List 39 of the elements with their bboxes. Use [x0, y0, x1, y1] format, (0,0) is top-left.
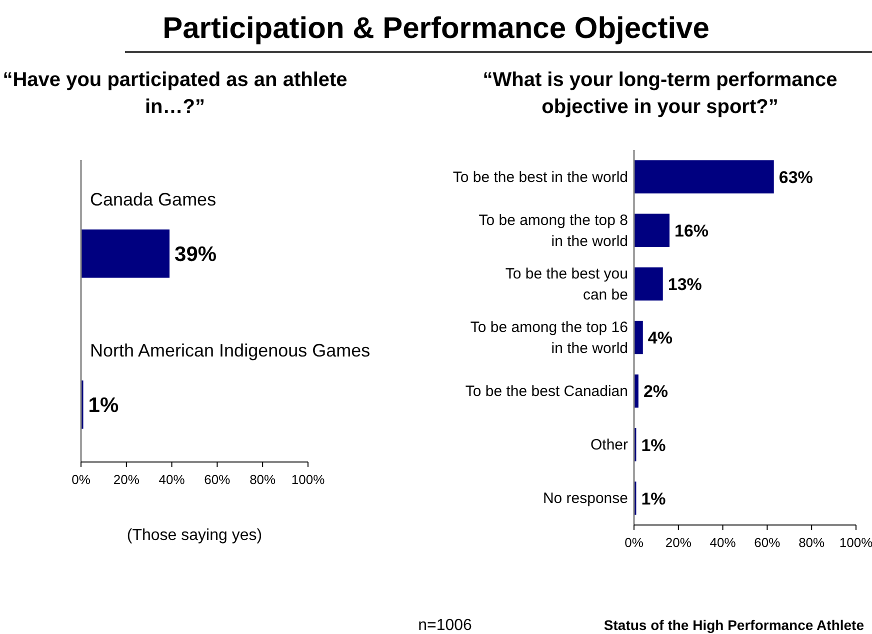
bar — [634, 267, 663, 301]
data-label: 1% — [641, 436, 666, 455]
data-label: 4% — [648, 328, 672, 348]
text: n=1006 — [418, 617, 472, 634]
x-tick-label: 0% — [72, 472, 91, 487]
x-tick-label: 80% — [798, 535, 826, 550]
x-tick-label: 100% — [291, 472, 326, 487]
x-tick-label: 80% — [250, 472, 276, 487]
y-tick-label: No response — [542, 490, 628, 508]
x-tick-label: 60% — [754, 535, 781, 550]
chart-title: “What is your long-term performance objective in your sport?” — [482, 69, 838, 118]
y-tick-label: North American Indigenous Games — [90, 340, 370, 360]
x-tick-label: 40% — [158, 472, 186, 487]
x-axis-title: (Those saying yes) — [126, 527, 262, 544]
x-tick-label: 0% — [624, 535, 644, 550]
data-label: 1% — [88, 394, 119, 418]
bar — [634, 160, 774, 194]
x-tick-label: 60% — [204, 472, 231, 487]
data-label: 2% — [643, 382, 668, 402]
data-label: 13% — [668, 275, 702, 294]
data-label: 39% — [174, 243, 217, 266]
y-tick-label: To be the best Canadian — [465, 383, 628, 400]
data-label: 63% — [778, 168, 813, 187]
x-tick-label: 40% — [710, 535, 736, 550]
bar — [634, 214, 670, 247]
y-tick-label: Other — [590, 436, 628, 454]
text: Status of the High Performance Athlete — [604, 617, 864, 633]
y-tick-label: To be the best you can be — [505, 265, 628, 304]
y-tick-label: Canada Games — [90, 189, 216, 210]
data-label: 16% — [674, 221, 709, 240]
x-tick-label: 20% — [113, 472, 140, 487]
y-tick-label: To be among the top 8 in the world — [478, 212, 628, 250]
data-label: 1% — [641, 489, 666, 508]
chart-subtitle: “Have you participated as an athlete in…?” — [2, 69, 348, 118]
text: Participation & Performance Objective — [162, 12, 710, 45]
y-tick-label: To be the best in the world — [452, 168, 628, 186]
y-tick-label: To be among the top 16 in the world — [470, 319, 628, 357]
x-tick-label: 20% — [665, 535, 692, 550]
x-tick-label: 100% — [839, 535, 872, 550]
